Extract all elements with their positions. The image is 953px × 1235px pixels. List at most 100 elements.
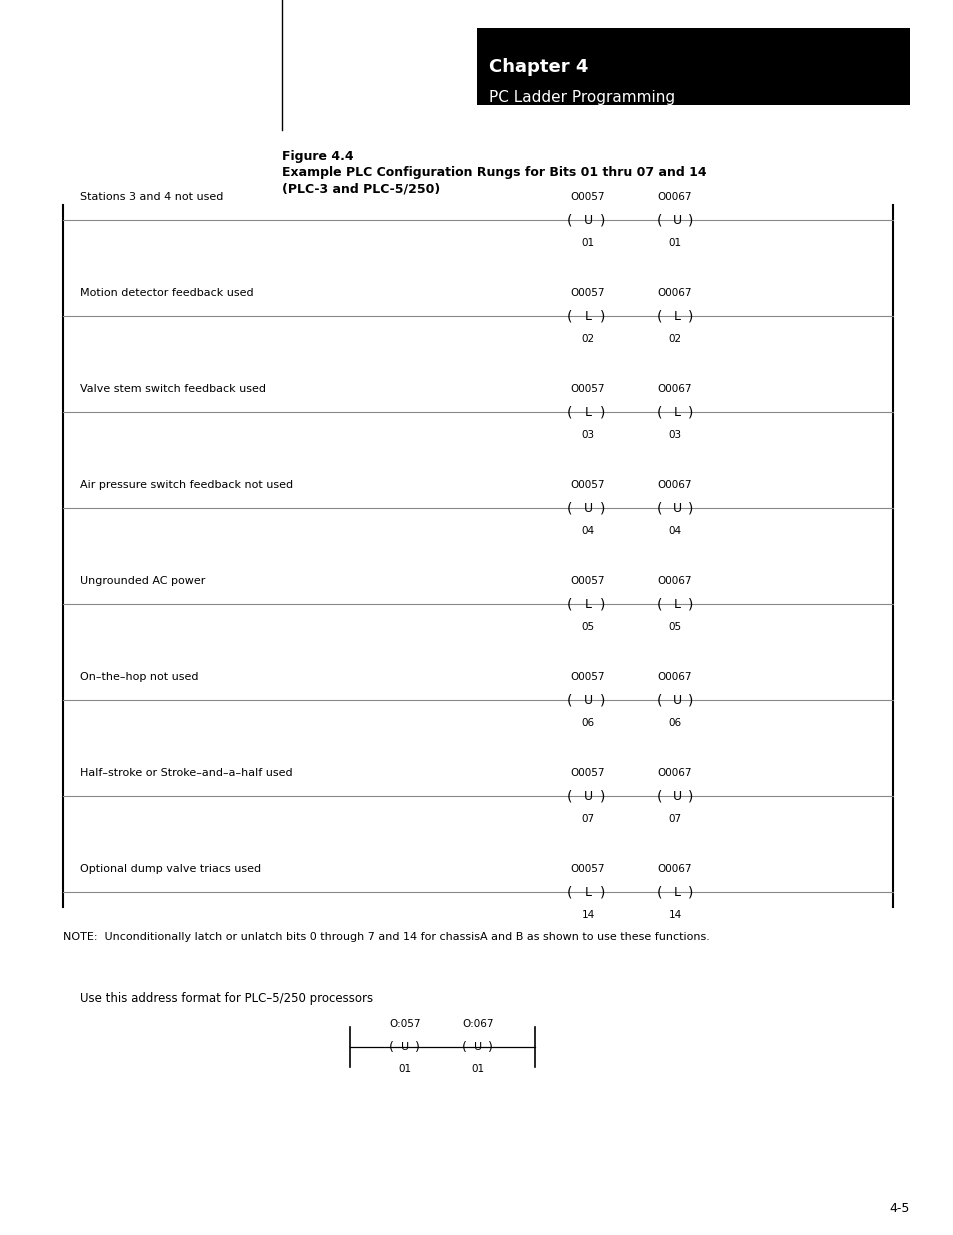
Text: U: U — [672, 789, 680, 803]
Text: U: U — [672, 694, 680, 706]
Text: Motion detector feedback used: Motion detector feedback used — [80, 288, 253, 298]
Text: L: L — [584, 310, 591, 322]
Text: Optional dump valve triacs used: Optional dump valve triacs used — [80, 864, 261, 874]
Text: 01: 01 — [580, 238, 594, 248]
Text: (: ( — [567, 885, 572, 899]
Text: O0067: O0067 — [657, 384, 692, 394]
Text: ): ) — [688, 597, 693, 611]
Text: Valve stem switch feedback used: Valve stem switch feedback used — [80, 384, 266, 394]
Text: U: U — [474, 1042, 481, 1052]
Text: U: U — [583, 694, 592, 706]
Text: ): ) — [487, 1041, 492, 1053]
Text: O0057: O0057 — [570, 384, 604, 394]
Text: L: L — [584, 405, 591, 419]
Text: (: ( — [567, 693, 572, 706]
Text: Half–stroke or Stroke–and–a–half used: Half–stroke or Stroke–and–a–half used — [80, 768, 293, 778]
Text: (PLC-3 and PLC-5/250): (PLC-3 and PLC-5/250) — [282, 182, 439, 195]
Text: On–the–hop not used: On–the–hop not used — [80, 672, 198, 682]
Text: (: ( — [657, 885, 662, 899]
Text: 05: 05 — [580, 622, 594, 632]
Text: 04: 04 — [580, 526, 594, 536]
Text: U: U — [672, 501, 680, 515]
Text: ): ) — [688, 309, 693, 324]
Text: L: L — [673, 310, 679, 322]
Text: O0067: O0067 — [657, 480, 692, 490]
Text: L: L — [673, 598, 679, 610]
Text: L: L — [673, 405, 679, 419]
Text: (: ( — [657, 693, 662, 706]
Text: (: ( — [657, 789, 662, 803]
Text: U: U — [672, 214, 680, 226]
Text: ): ) — [599, 309, 605, 324]
Text: O0067: O0067 — [657, 191, 692, 203]
Text: 01: 01 — [668, 238, 680, 248]
Text: 4-5: 4-5 — [889, 1202, 909, 1215]
Text: ): ) — [599, 597, 605, 611]
Text: Stations 3 and 4 not used: Stations 3 and 4 not used — [80, 191, 223, 203]
Text: 06: 06 — [580, 718, 594, 727]
Text: ): ) — [599, 405, 605, 419]
Text: 01: 01 — [398, 1065, 411, 1074]
Text: (: ( — [567, 501, 572, 515]
Text: U: U — [583, 214, 592, 226]
Text: O0067: O0067 — [657, 864, 692, 874]
Text: ): ) — [599, 885, 605, 899]
Text: (: ( — [657, 501, 662, 515]
Text: L: L — [673, 885, 679, 899]
Text: ): ) — [599, 212, 605, 227]
Text: O0067: O0067 — [657, 768, 692, 778]
Text: O0057: O0057 — [570, 768, 604, 778]
Text: U: U — [583, 501, 592, 515]
Text: (: ( — [567, 597, 572, 611]
Text: U: U — [583, 789, 592, 803]
Text: Ungrounded AC power: Ungrounded AC power — [80, 576, 205, 585]
Text: O0057: O0057 — [570, 864, 604, 874]
Text: (: ( — [388, 1041, 393, 1053]
Text: Example PLC Configuration Rungs for Bits 01 thru 07 and 14: Example PLC Configuration Rungs for Bits… — [282, 165, 706, 179]
Text: (: ( — [567, 405, 572, 419]
Text: U: U — [400, 1042, 409, 1052]
Text: (: ( — [461, 1041, 466, 1053]
Text: (: ( — [567, 789, 572, 803]
Text: ): ) — [599, 693, 605, 706]
Text: 02: 02 — [668, 333, 680, 345]
Text: 05: 05 — [668, 622, 680, 632]
Text: ): ) — [415, 1041, 419, 1053]
Text: 04: 04 — [668, 526, 680, 536]
Text: O0067: O0067 — [657, 288, 692, 298]
Text: O0067: O0067 — [657, 576, 692, 585]
Text: 02: 02 — [580, 333, 594, 345]
Text: Figure 4.4: Figure 4.4 — [282, 149, 354, 163]
Text: O0057: O0057 — [570, 576, 604, 585]
Text: 03: 03 — [580, 430, 594, 440]
Text: (: ( — [657, 405, 662, 419]
Text: O0057: O0057 — [570, 480, 604, 490]
Text: ): ) — [688, 693, 693, 706]
Text: 07: 07 — [580, 814, 594, 824]
Text: ): ) — [688, 212, 693, 227]
Text: L: L — [584, 885, 591, 899]
Text: Chapter 4: Chapter 4 — [489, 58, 588, 77]
Text: ): ) — [688, 789, 693, 803]
Text: 01: 01 — [471, 1065, 484, 1074]
Text: 14: 14 — [580, 910, 594, 920]
Text: (: ( — [657, 212, 662, 227]
Bar — [476, 28, 909, 105]
Text: O:057: O:057 — [389, 1019, 420, 1029]
Text: (: ( — [657, 309, 662, 324]
Text: (: ( — [657, 597, 662, 611]
Text: PC Ladder Programming: PC Ladder Programming — [489, 90, 675, 105]
Text: O:067: O:067 — [462, 1019, 494, 1029]
Text: 06: 06 — [668, 718, 680, 727]
Text: O0067: O0067 — [657, 672, 692, 682]
Text: (: ( — [567, 212, 572, 227]
Text: ): ) — [688, 405, 693, 419]
Text: O0057: O0057 — [570, 672, 604, 682]
Text: 14: 14 — [668, 910, 680, 920]
Text: Use this address format for PLC–5/250 processors: Use this address format for PLC–5/250 pr… — [80, 992, 373, 1005]
Text: ): ) — [599, 789, 605, 803]
Text: (: ( — [567, 309, 572, 324]
Text: ): ) — [688, 501, 693, 515]
Text: ): ) — [688, 885, 693, 899]
Text: NOTE:  Unconditionally latch or unlatch bits 0 through 7 and 14 for chassisA and: NOTE: Unconditionally latch or unlatch b… — [63, 932, 709, 942]
